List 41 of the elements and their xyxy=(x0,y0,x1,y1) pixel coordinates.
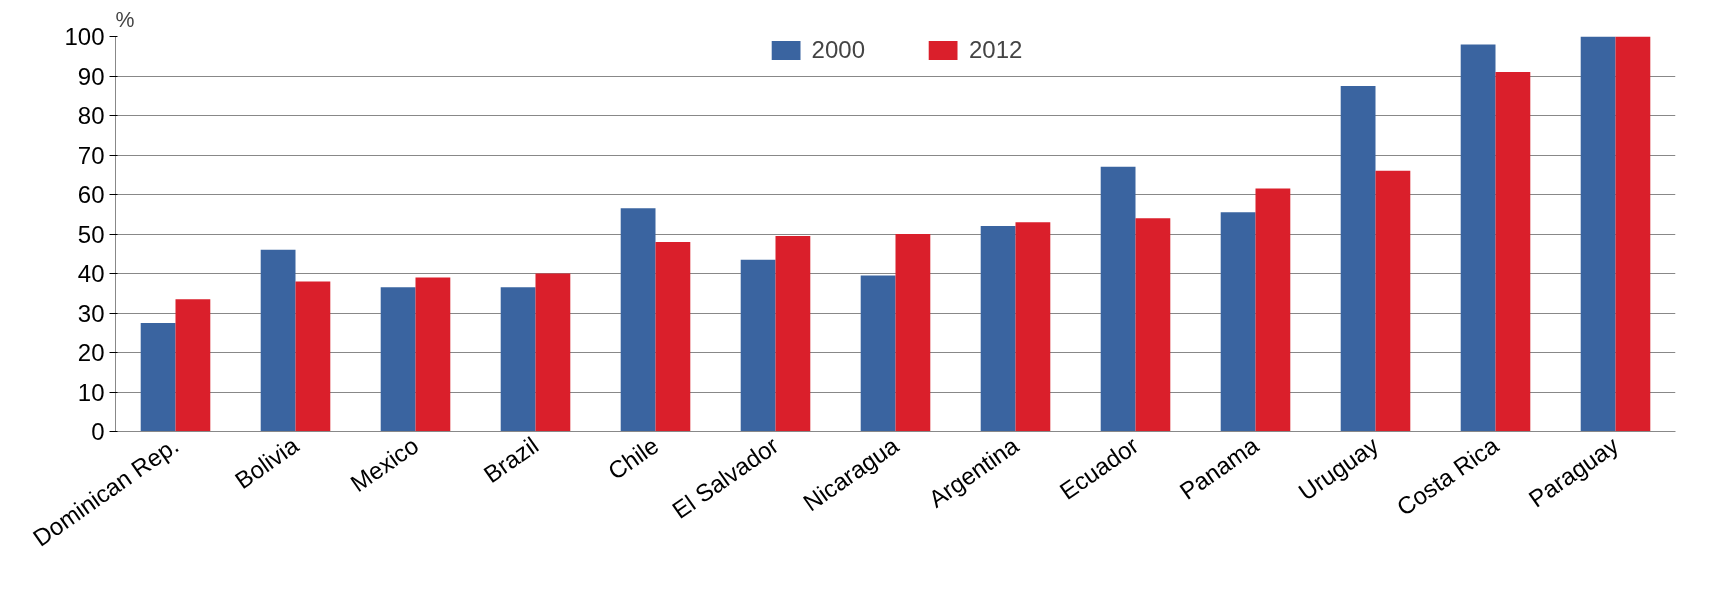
y-tick-label: 0 xyxy=(91,418,105,445)
bar xyxy=(175,299,211,432)
legend-label: 2012 xyxy=(969,36,1023,64)
bar xyxy=(1135,218,1171,432)
bar xyxy=(415,277,451,432)
bar xyxy=(1615,36,1651,432)
legend-label: 2000 xyxy=(811,36,865,64)
bar xyxy=(1580,36,1616,432)
x-tick-label: Chile xyxy=(602,431,664,485)
bar xyxy=(775,235,811,432)
y-tick-label: 50 xyxy=(77,220,105,248)
bar xyxy=(1255,188,1291,432)
y-tick-label: 70 xyxy=(77,141,105,169)
bar xyxy=(535,273,571,432)
y-tick-label: 20 xyxy=(77,339,105,366)
y-tick-label: 30 xyxy=(77,299,105,327)
y-tick-label: 10 xyxy=(77,378,105,406)
bar xyxy=(1015,222,1051,432)
bar xyxy=(860,275,896,432)
y-tick-label: 100 xyxy=(64,23,105,50)
bar xyxy=(1460,44,1496,432)
y-axis-title: % xyxy=(115,7,135,32)
bar xyxy=(1220,212,1256,432)
y-tick-label: 40 xyxy=(77,260,105,287)
y-tick-label: 80 xyxy=(77,102,105,129)
bar xyxy=(295,281,331,432)
bar xyxy=(260,249,296,432)
bar xyxy=(620,208,656,432)
bar xyxy=(895,234,931,432)
bar xyxy=(1100,166,1136,432)
bar xyxy=(140,322,176,432)
y-tick-label: 90 xyxy=(77,62,105,90)
bar xyxy=(380,287,416,432)
y-tick-label: 60 xyxy=(77,181,105,208)
bar xyxy=(1375,170,1411,432)
bar xyxy=(740,259,776,432)
bar xyxy=(655,241,691,432)
bar xyxy=(1495,72,1531,432)
bar xyxy=(980,226,1016,432)
bar xyxy=(1340,85,1376,432)
bar xyxy=(500,287,536,432)
